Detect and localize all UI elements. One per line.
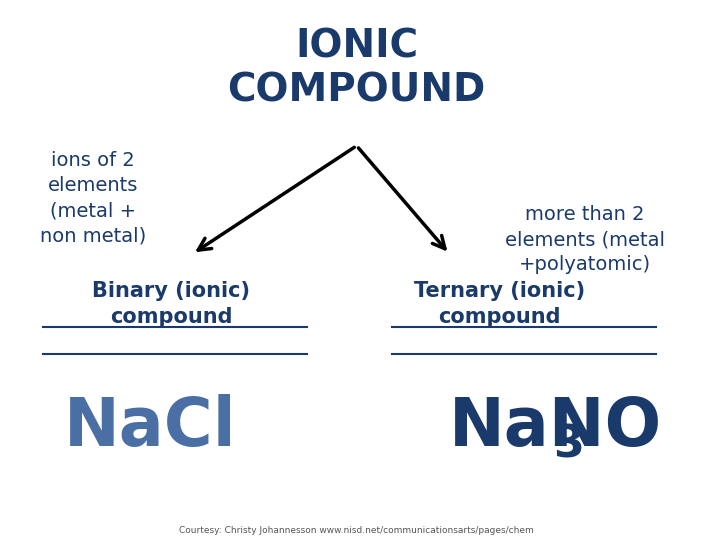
Text: Binary (ionic)
compound: Binary (ionic) compound [92, 281, 250, 327]
Text: IONIC
COMPOUND: IONIC COMPOUND [228, 27, 486, 109]
Text: 3: 3 [553, 424, 584, 467]
Text: ions of 2
elements
(metal +
non metal): ions of 2 elements (metal + non metal) [40, 151, 146, 245]
Text: more than 2
elements (metal
+polyatomic): more than 2 elements (metal +polyatomic) [505, 205, 665, 274]
Text: Ternary (ionic)
compound: Ternary (ionic) compound [414, 281, 585, 327]
Text: NaCl: NaCl [63, 394, 236, 460]
Text: NaNO: NaNO [449, 394, 662, 460]
Text: Courtesy: Christy Johannesson www.nisd.net/communicationsarts/pages/chem: Courtesy: Christy Johannesson www.nisd.n… [179, 525, 534, 535]
